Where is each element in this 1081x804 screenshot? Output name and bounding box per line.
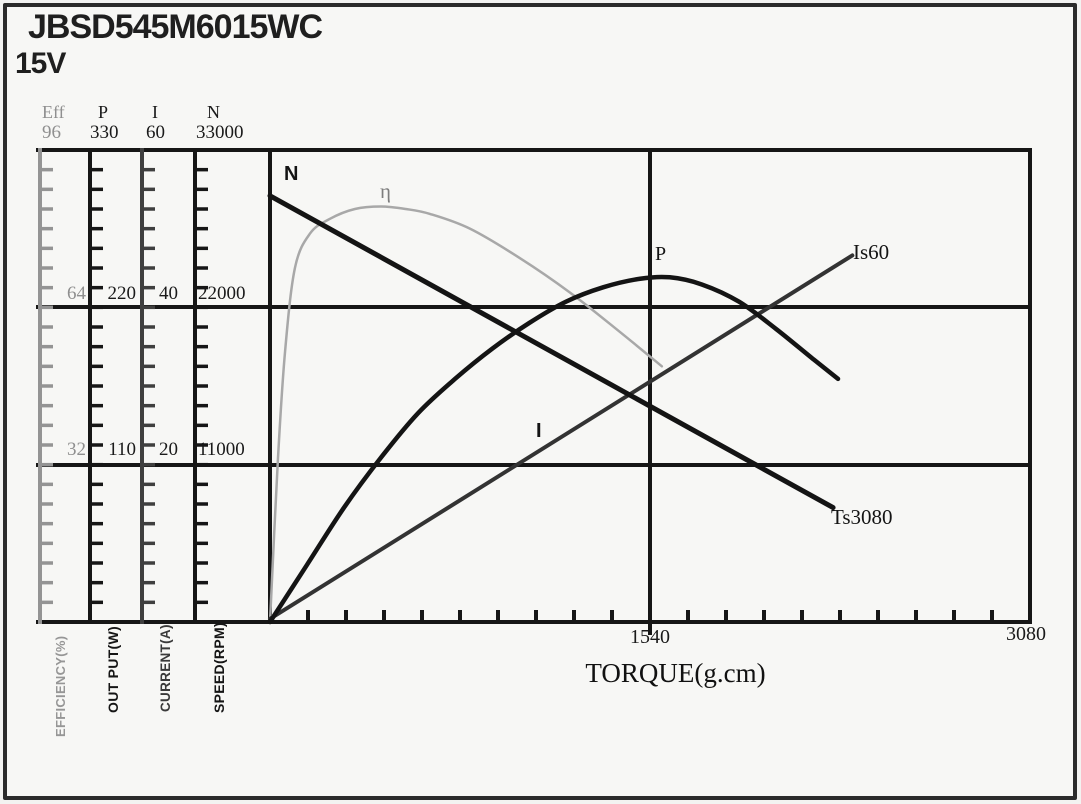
scale-low-power: 110	[108, 439, 136, 460]
scale-max-eff: 96	[42, 122, 61, 143]
curve-power	[267, 274, 841, 625]
axis-unit-current: CURRENT(A)	[158, 624, 173, 712]
curve-label-current: I	[536, 420, 542, 442]
axis-unit-efficiency: EFFICIENCY(%)	[53, 635, 68, 737]
curve-label-efficiency: η	[380, 179, 391, 203]
scale-header-speed: N	[207, 102, 220, 122]
scale-header-power: P	[98, 102, 109, 122]
page-title: JBSD545M6015WC	[28, 8, 323, 46]
axis-unit-speed: SPEED(RPM)	[211, 622, 227, 713]
scale-mid-speed: 22000	[198, 283, 246, 304]
scale-header-current: I	[152, 102, 158, 122]
scale-mid-power: 220	[107, 283, 137, 304]
curve-label-speed: N	[284, 163, 299, 185]
curve-efficiency	[268, 205, 664, 624]
x-tick-3080: 3080	[1006, 623, 1046, 645]
voltage-label: 15V	[15, 47, 66, 80]
axis-unit-power: OUT PUT(W)	[105, 626, 121, 713]
curve-speed	[267, 193, 836, 511]
scale-low-current: 20	[159, 439, 178, 460]
stall-torque-label: Ts3080	[831, 505, 893, 529]
curve-label-power: P	[655, 243, 667, 265]
scale-low-eff: 32	[67, 439, 86, 460]
chart-frame	[3, 3, 1077, 800]
scale-header-eff: Eff	[42, 102, 65, 122]
scale-mid-current: 40	[159, 283, 178, 304]
scale-max-speed: 33000	[196, 122, 244, 143]
x-tick-1540: 1540	[630, 626, 670, 648]
curve-current	[268, 253, 855, 621]
scale-max-power: 330	[90, 122, 119, 143]
scale-max-current: 60	[146, 122, 165, 143]
stall-current-label: Is60	[853, 240, 890, 264]
scale-low-speed: 11000	[198, 439, 245, 460]
x-axis-title: TORQUE(g.cm)	[585, 658, 766, 688]
scale-mid-eff: 64	[67, 283, 86, 304]
